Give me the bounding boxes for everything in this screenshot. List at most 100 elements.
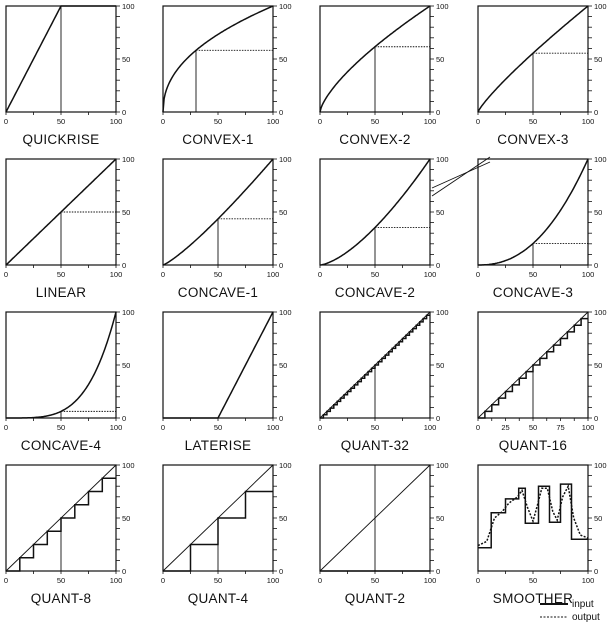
x-tick-label: 50 (529, 576, 537, 585)
y-tick-label: 100 (279, 2, 292, 11)
y-tick-label: 50 (436, 514, 444, 523)
x-tick-label: 0 (4, 423, 8, 432)
panel-connector-line (431, 161, 491, 189)
x-tick-label: 0 (4, 117, 8, 126)
panel-label: QUANT-16 (499, 438, 567, 453)
y-tick-label: 0 (436, 414, 440, 423)
y-tick-label: 100 (436, 155, 449, 164)
panel-label: QUANT-8 (31, 591, 92, 606)
y-tick-label: 0 (594, 108, 598, 117)
y-tick-label: 100 (594, 2, 607, 11)
x-tick-label: 100 (582, 270, 595, 279)
y-tick-label: 0 (122, 567, 126, 576)
y-tick-label: 50 (436, 55, 444, 64)
y-tick-label: 100 (594, 461, 607, 470)
legend-input-label: input (572, 599, 594, 610)
y-tick-label: 50 (122, 55, 130, 64)
x-tick-label: 50 (214, 423, 222, 432)
y-tick-label: 50 (122, 361, 130, 370)
x-tick-label: 0 (476, 576, 480, 585)
y-tick-label: 100 (436, 2, 449, 11)
x-tick-label: 50 (57, 117, 65, 126)
panel-label: LINEAR (36, 285, 87, 300)
x-tick-label: 0 (4, 270, 8, 279)
x-tick-label: 100 (582, 117, 595, 126)
y-tick-label: 50 (122, 208, 130, 217)
y-tick-label: 100 (279, 155, 292, 164)
panel-frame (162, 311, 274, 419)
y-tick-label: 100 (436, 308, 449, 317)
x-tick-label: 50 (57, 423, 65, 432)
panel-label: CONCAVE-2 (335, 285, 415, 300)
x-tick-label: 0 (318, 576, 322, 585)
x-tick-label: 50 (57, 270, 65, 279)
panel-label: CONCAVE-3 (493, 285, 573, 300)
x-tick-label: 100 (424, 423, 437, 432)
x-tick-label: 0 (318, 117, 322, 126)
transfer-curve (163, 311, 274, 419)
y-tick-label: 100 (436, 461, 449, 470)
x-tick-label: 0 (161, 576, 165, 585)
x-tick-label: 100 (424, 576, 437, 585)
y-tick-label: 50 (279, 55, 287, 64)
smoother-output-curve (477, 483, 589, 547)
x-tick-label: 0 (4, 576, 8, 585)
panel-frame (5, 311, 117, 419)
y-tick-label: 0 (122, 261, 126, 270)
y-tick-label: 50 (122, 514, 130, 523)
y-tick-label: 100 (594, 308, 607, 317)
panel-label: SMOOTHER (493, 591, 573, 606)
panel-label: CONVEX-3 (497, 132, 568, 147)
y-tick-label: 100 (594, 155, 607, 164)
x-tick-label: 50 (529, 423, 537, 432)
x-tick-label: 100 (424, 117, 437, 126)
x-tick-label: 50 (529, 117, 537, 126)
y-tick-label: 0 (279, 261, 283, 270)
y-tick-label: 0 (122, 414, 126, 423)
x-tick-label: 75 (556, 423, 564, 432)
panel-label: CONVEX-1 (182, 132, 253, 147)
x-tick-label: 100 (110, 117, 123, 126)
transfer-curve (162, 5, 274, 113)
x-tick-label: 100 (110, 423, 123, 432)
y-tick-label: 0 (436, 261, 440, 270)
panel-label: CONCAVE-1 (178, 285, 258, 300)
y-tick-label: 50 (594, 514, 602, 523)
x-tick-label: 25 (501, 423, 509, 432)
x-tick-label: 100 (424, 270, 437, 279)
y-tick-label: 100 (122, 461, 135, 470)
y-tick-label: 100 (122, 308, 135, 317)
y-tick-label: 50 (279, 514, 287, 523)
x-tick-label: 0 (161, 423, 165, 432)
y-tick-label: 50 (279, 208, 287, 217)
y-tick-label: 50 (594, 208, 602, 217)
y-tick-label: 50 (436, 208, 444, 217)
x-tick-label: 0 (318, 423, 322, 432)
x-tick-label: 100 (582, 576, 595, 585)
x-tick-label: 50 (57, 576, 65, 585)
y-tick-label: 0 (279, 414, 283, 423)
y-tick-label: 100 (279, 308, 292, 317)
y-tick-label: 0 (436, 108, 440, 117)
y-tick-label: 50 (436, 361, 444, 370)
y-tick-label: 50 (279, 361, 287, 370)
x-tick-label: 50 (371, 576, 379, 585)
x-tick-label: 0 (476, 270, 480, 279)
y-tick-label: 100 (122, 155, 135, 164)
x-tick-label: 100 (110, 576, 123, 585)
y-tick-label: 100 (279, 461, 292, 470)
x-tick-label: 0 (476, 423, 480, 432)
panel-label: QUANT-2 (345, 591, 406, 606)
